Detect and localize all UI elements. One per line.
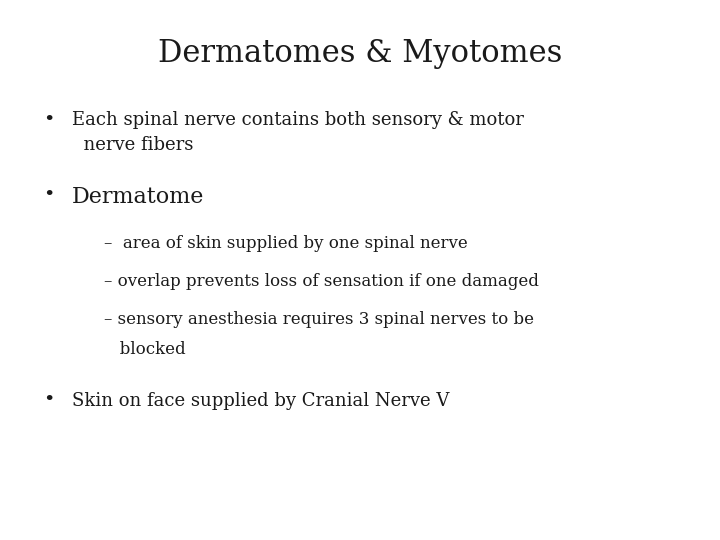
Text: – sensory anesthesia requires 3 spinal nerves to be: – sensory anesthesia requires 3 spinal n… (104, 310, 534, 327)
Text: •: • (43, 186, 55, 204)
Text: – overlap prevents loss of sensation if one damaged: – overlap prevents loss of sensation if … (104, 273, 539, 289)
Text: •: • (43, 111, 55, 129)
Text: Dermatome: Dermatome (72, 186, 204, 208)
Text: Dermatomes & Myotomes: Dermatomes & Myotomes (158, 38, 562, 69)
Text: Each spinal nerve contains both sensory & motor
  nerve fibers: Each spinal nerve contains both sensory … (72, 111, 524, 154)
Text: •: • (43, 392, 55, 409)
Text: –  area of skin supplied by one spinal nerve: – area of skin supplied by one spinal ne… (104, 235, 468, 252)
Text: Skin on face supplied by Cranial Nerve V: Skin on face supplied by Cranial Nerve V (72, 392, 449, 409)
Text: blocked: blocked (104, 341, 186, 358)
